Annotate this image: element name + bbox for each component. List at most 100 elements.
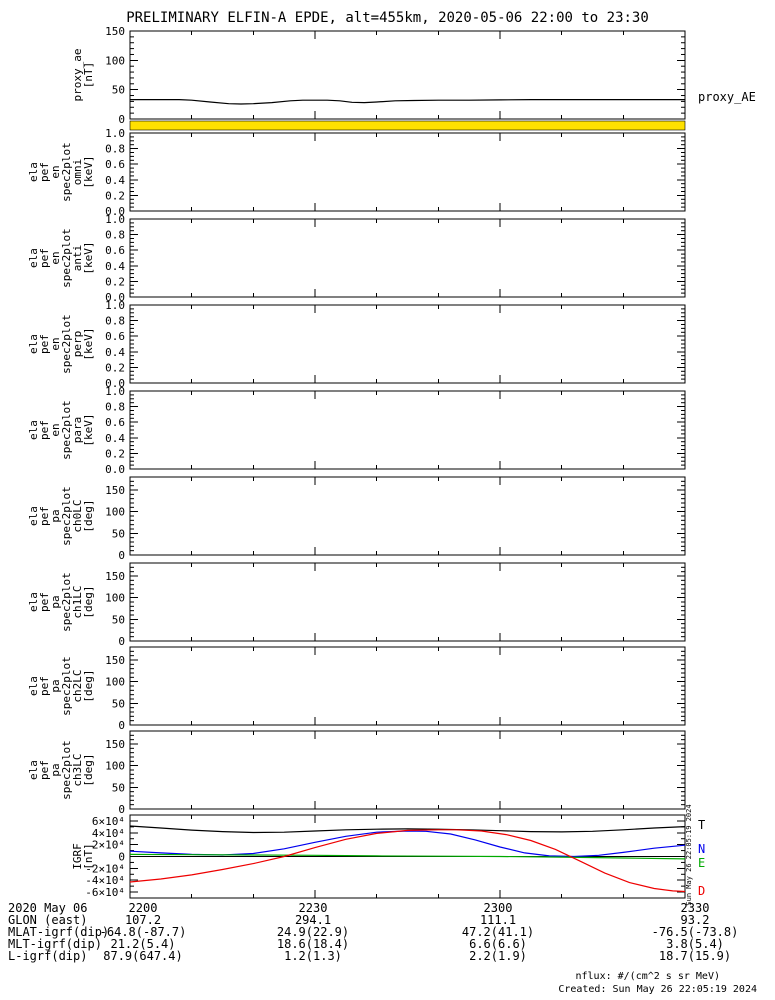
footer-value: 3.8(5.4) — [666, 937, 724, 951]
xtick-label: 2300 — [483, 901, 513, 915]
panel-ylabel-line: pa — [49, 595, 62, 608]
xtick-label: 2330 — [680, 901, 710, 915]
footer-value: 1.2(1.3) — [284, 949, 342, 963]
panel-frame — [129, 390, 686, 470]
panel-ylabel-line: [keV] — [82, 413, 95, 446]
ytick-label: -4×10⁴ — [85, 874, 125, 887]
ytick-label: 0.2 — [105, 361, 125, 374]
ytick-label: 0.6 — [105, 416, 125, 429]
panel-ylabel-line: perp — [71, 331, 84, 358]
panel-ylabel-line: [deg] — [82, 585, 95, 618]
igrf-trace-label-E: E — [698, 856, 706, 870]
ytick-label: 0.2 — [105, 189, 125, 202]
panel-ylabel-line: pef — [38, 162, 51, 182]
ytick-label: 0.4 — [105, 346, 125, 359]
panel-ylabel-line: pef — [38, 248, 51, 268]
ytick-label: 0 — [118, 635, 125, 648]
panel-ylabel-line: ela — [27, 676, 40, 696]
footer-value: 93.2 — [680, 913, 710, 927]
xtick-label: 2200 — [128, 901, 158, 915]
ytick-label: 150 — [105, 738, 125, 751]
panel-frame — [129, 304, 686, 384]
panel-ylabel-line: [keV] — [82, 327, 95, 360]
footer-value: 6.6(6.6) — [469, 937, 527, 951]
ytick-label: 0.2 — [105, 447, 125, 460]
ytick-label: 0.6 — [105, 244, 125, 257]
footer-value: 47.2(41.1) — [461, 925, 535, 939]
ytick-label: 4×10⁴ — [92, 827, 125, 840]
panel-ylabel-line: ela — [27, 248, 40, 268]
panel-ylabel-line: omni — [71, 159, 84, 186]
trace-T — [129, 825, 686, 834]
nflux-note: nflux: #/(cm^2 s sr MeV) — [575, 971, 721, 982]
panel-frame — [129, 562, 686, 642]
panel-ylabel-line: spec2plot — [60, 572, 73, 632]
trace-N — [129, 830, 686, 858]
footer-value: 2.2(1.9) — [469, 949, 527, 963]
ytick-label: 100 — [105, 506, 125, 519]
ytick-label: 2×10⁴ — [92, 839, 125, 852]
ytick-label: 50 — [112, 84, 125, 97]
panel-ylabel-line: pef — [38, 760, 51, 780]
panel-ylabel-line: en — [49, 337, 62, 350]
panel-ylabel-line: spec2plot — [60, 228, 73, 288]
trace-E — [129, 853, 686, 860]
panel-proxy_ae: 0 50 100 150 proxy_ae[nT] — [71, 25, 686, 126]
igrf-trace-label-T: T — [698, 818, 706, 832]
footer-value: 107.2 — [124, 913, 162, 927]
ytick-label: 150 — [105, 654, 125, 667]
panel-ylabel-line: [deg] — [82, 753, 95, 786]
panel-ylabel-line: ch2LC — [71, 669, 84, 702]
footer-value: -64.8(-87.7) — [99, 925, 187, 939]
ytick-label: 50 — [112, 527, 125, 540]
ytick-label: 0.8 — [105, 229, 125, 242]
ytick-label: -6×10⁴ — [85, 886, 125, 899]
ytick-label: 0.0 — [105, 205, 125, 218]
panel-ylabel-line: IGRF — [71, 843, 84, 870]
spectrogram-stripe — [129, 120, 686, 131]
panel-ylabel-line: ch1LC — [71, 585, 84, 618]
ytick-label: 0.4 — [105, 174, 125, 187]
panel-ela_pef_en_spec2plot_omni: 0.0 0.2 0.4 0.6 0.8 1.0 elapefenspec2plotomni[… — [27, 127, 686, 218]
panel-ylabel-line: spec2plot — [60, 740, 73, 800]
panel-spectrogram_stripe — [129, 120, 686, 131]
side-timestamp: Sun May 26 22:05:19 2024 — [685, 804, 693, 906]
ytick-label: 0 — [118, 719, 125, 732]
ytick-label: 150 — [105, 25, 125, 38]
panel-ylabel-line: ela — [27, 592, 40, 612]
ytick-label: 0.0 — [105, 291, 125, 304]
ytick-label: 150 — [105, 484, 125, 497]
footer-value: 24.9(22.9) — [276, 925, 350, 939]
panel-ylabel-line: ela — [27, 334, 40, 354]
panel-ylabel-line: pa — [49, 509, 62, 522]
panel-ylabel-line: [nT] — [82, 62, 95, 89]
ytick-label: 0.8 — [105, 315, 125, 328]
footer-value: -76.5(-73.8) — [651, 925, 739, 939]
panel-ylabel-line: ela — [27, 506, 40, 526]
ytick-label: 0.6 — [105, 330, 125, 343]
panel-ela_pef_en_spec2plot_para: 0.0 0.2 0.4 0.6 0.8 1.0 elapefenspec2plotpara[… — [27, 385, 686, 476]
trace-proxy_AE — [130, 98, 685, 105]
ytick-label: 0 — [118, 851, 125, 864]
panel-ylabel-line: spec2plot — [60, 400, 73, 460]
panel-ylabel-line: ch0LC — [71, 499, 84, 532]
panel-ylabel-line: ch3LC — [71, 753, 84, 786]
ytick-label: 150 — [105, 570, 125, 583]
created-note: Created: Sun May 26 22:05:19 2024 — [558, 984, 757, 995]
footer-row-label-mlat: MLAT-igrf(dip) — [8, 925, 110, 939]
igrf-trace-label-N: N — [698, 842, 706, 856]
panel-ylabel-line: pef — [38, 676, 51, 696]
footer-row-label-glon: GLON (east) — [8, 913, 88, 927]
ytick-label: 0.6 — [105, 158, 125, 171]
footer-value: 111.1 — [479, 913, 517, 927]
panel-ela_pef_en_spec2plot_anti: 0.0 0.2 0.4 0.6 0.8 1.0 elapefenspec2plotanti[… — [27, 213, 686, 304]
panel-ylabel-line: pef — [38, 592, 51, 612]
ytick-label: 1.0 — [105, 299, 125, 312]
proxy-ae-trace-label: proxy_AE — [698, 90, 756, 104]
panel-ylabel-line: [keV] — [82, 155, 95, 188]
